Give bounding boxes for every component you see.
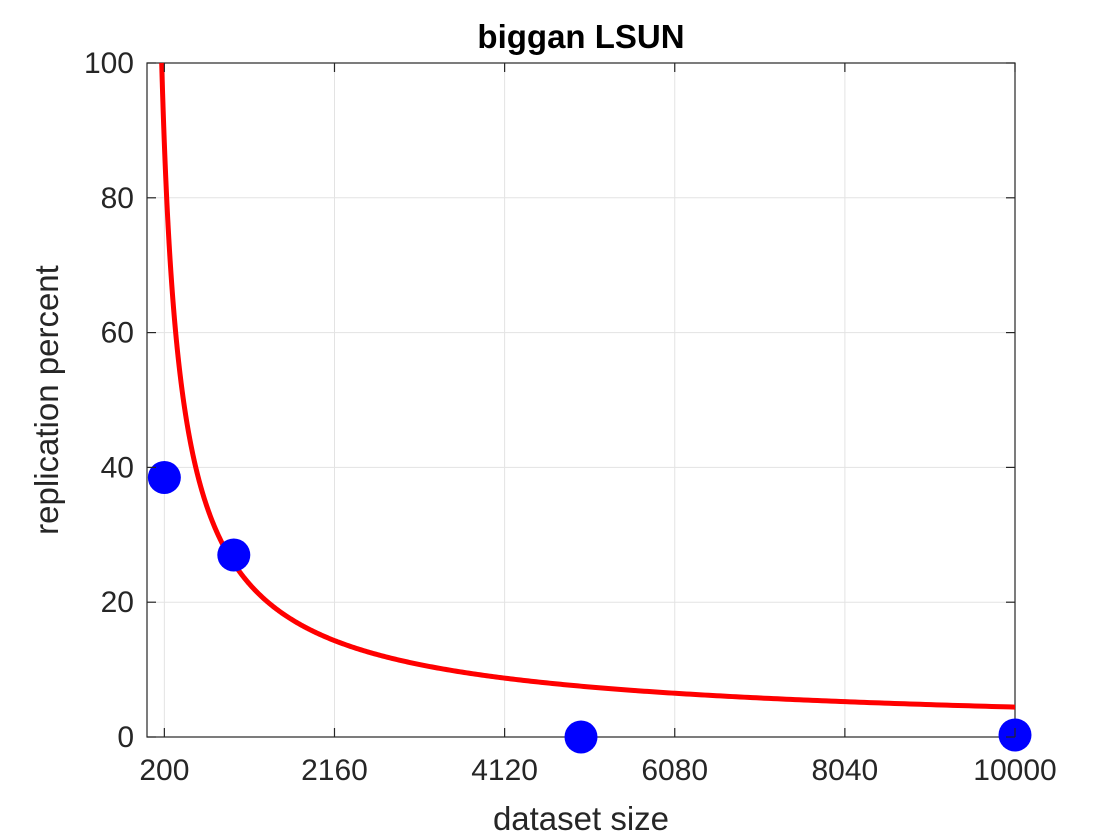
data-point (564, 720, 598, 754)
chart-title: biggan LSUN (477, 18, 684, 55)
x-tick-label: 10000 (973, 754, 1056, 787)
y-tick-label: 0 (117, 721, 134, 754)
data-point (147, 461, 181, 495)
x-tick-label: 4120 (471, 754, 538, 787)
y-axis-label: replication percent (28, 265, 65, 535)
y-tick-label: 60 (101, 317, 134, 350)
x-tick-label: 6080 (641, 754, 708, 787)
y-tick-label: 40 (101, 451, 134, 484)
points-layer (147, 461, 1032, 754)
y-ticks: 0 20 40 60 80 100 (84, 47, 1015, 754)
fit-curve (159, 62, 1016, 710)
x-ticks: 200 2160 4120 6080 8040 10000 (139, 63, 1057, 787)
x-tick-label: 8040 (811, 754, 878, 787)
y-tick-label: 100 (84, 47, 134, 80)
x-axis-label: dataset size (493, 800, 669, 837)
x-tick-label: 2160 (301, 754, 368, 787)
data-point (217, 538, 251, 572)
y-tick-label: 20 (101, 586, 134, 619)
fit-layer (159, 62, 1016, 710)
x-tick-label: 200 (139, 754, 189, 787)
y-tick-label: 80 (101, 182, 134, 215)
